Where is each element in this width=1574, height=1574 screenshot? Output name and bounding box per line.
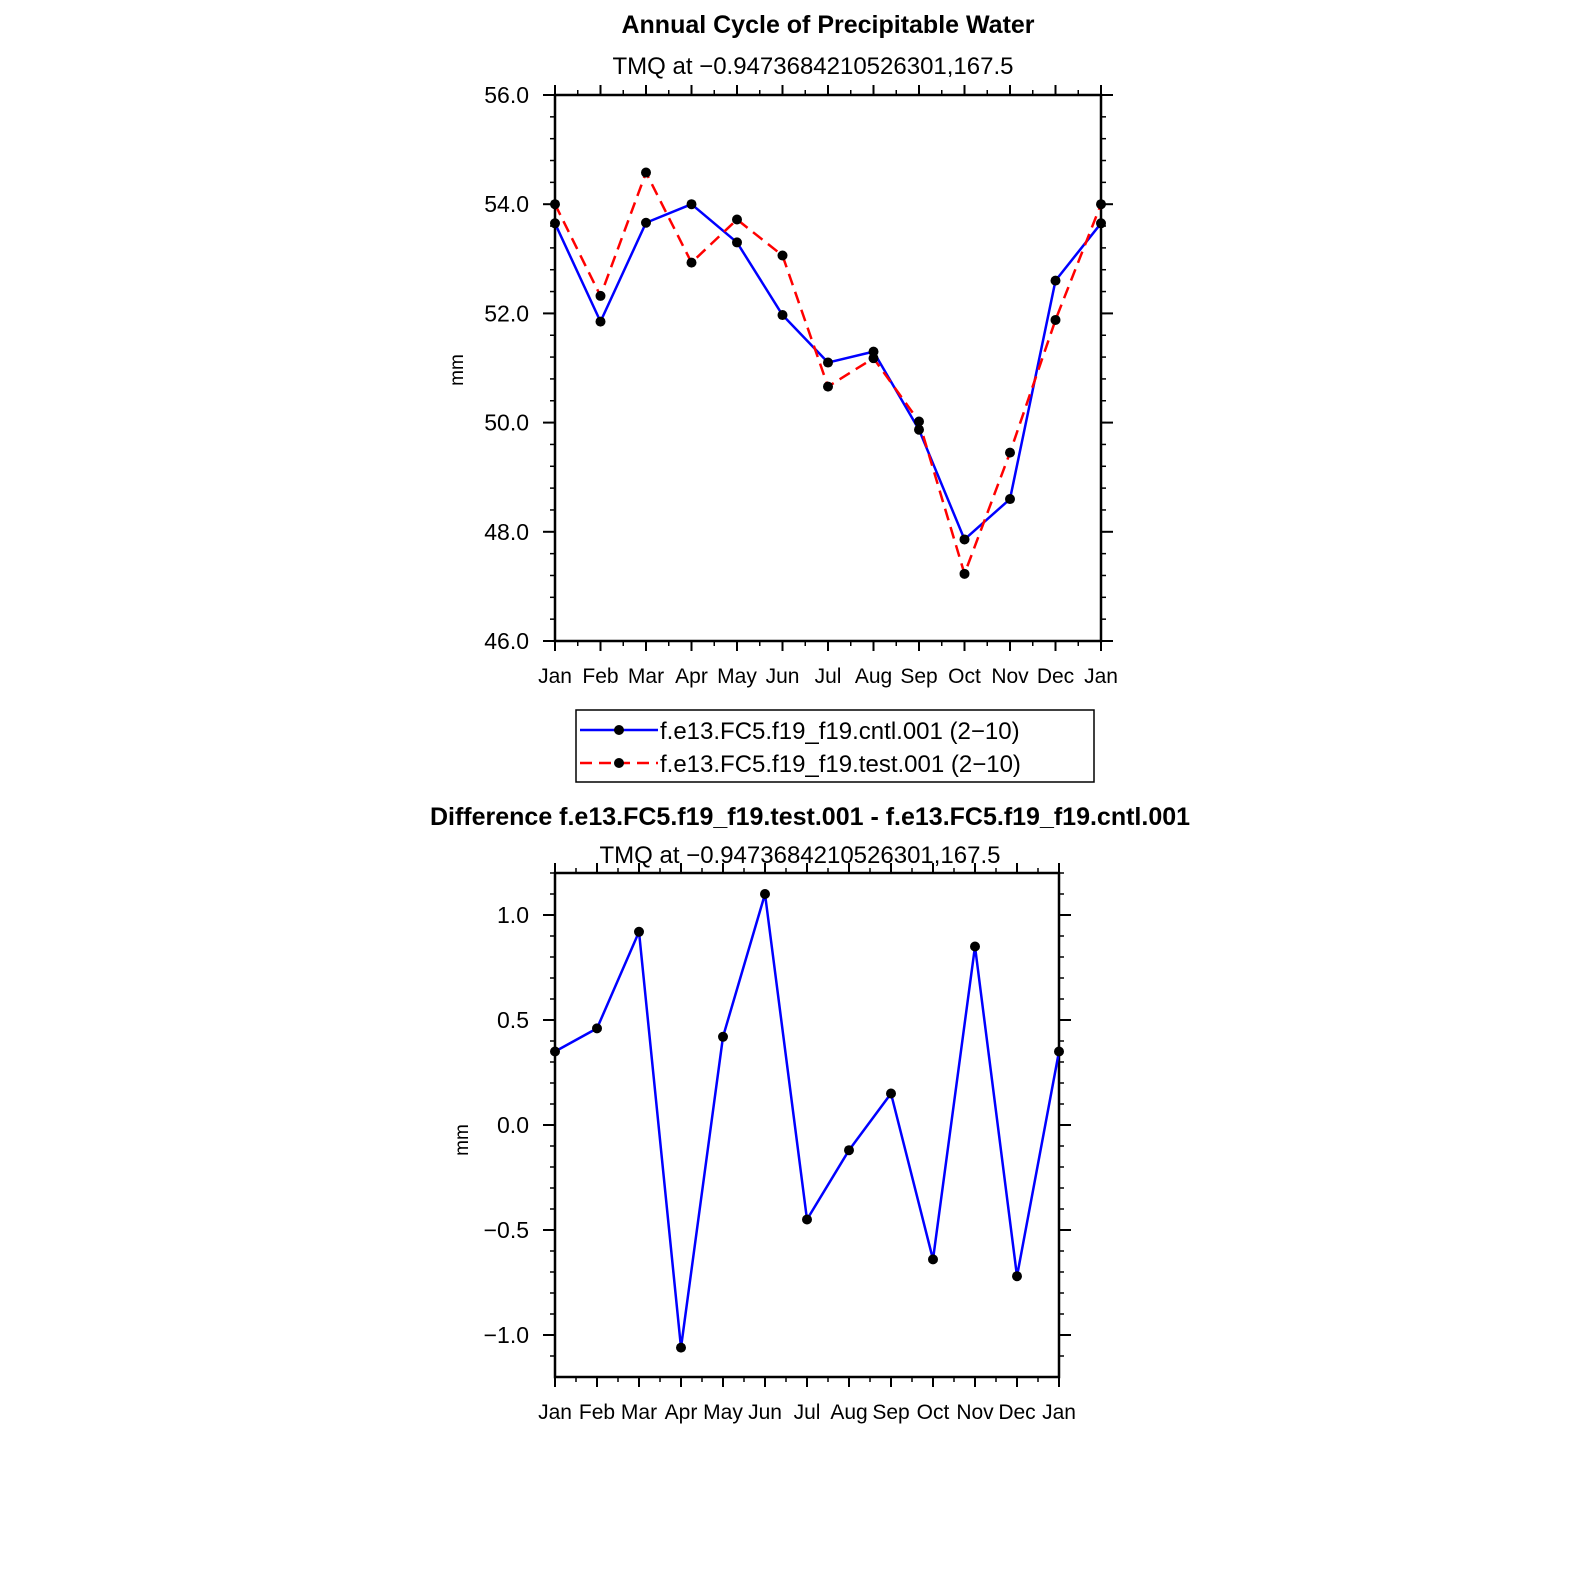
x-tick-label: Nov [991, 665, 1029, 688]
x-tick-label: Feb [582, 665, 618, 688]
series-1-point [595, 290, 606, 301]
x-tick-label: Dec [1037, 665, 1074, 688]
x-tick-label: Apr [675, 665, 708, 688]
chart1-title: Annual Cycle of Precipitable Water [621, 11, 1034, 39]
x-tick-label: Oct [948, 665, 981, 688]
series-0-point [777, 310, 788, 321]
chart2-subtitle: TMQ at −0.9473684210526301,167.5 [600, 842, 1001, 869]
legend-cntl-marker [614, 725, 624, 735]
legend-cntl-label: f.e13.FC5.f19_f19.cntl.001 (2−10) [660, 718, 1020, 745]
series-0-point [676, 1342, 686, 1353]
series-1-point [641, 167, 651, 178]
series-1-point [914, 416, 924, 427]
x-tick-label: May [703, 1401, 743, 1424]
y-tick-label: 1.0 [497, 902, 529, 928]
chart2-series [550, 889, 1064, 1353]
series-0-point [634, 926, 644, 937]
series-1-point [1050, 314, 1061, 325]
x-tick-label: Jan [538, 665, 572, 688]
x-tick-label: Dec [998, 1401, 1035, 1424]
y-tick-label: 46.0 [484, 628, 529, 654]
y-tick-label: 56.0 [484, 82, 529, 108]
series-1-point [823, 381, 833, 392]
chart1-subtitle: TMQ at −0.9473684210526301,167.5 [613, 53, 1014, 80]
x-tick-label: Feb [579, 1401, 615, 1424]
x-tick-label: May [717, 665, 757, 688]
series-0-point [760, 889, 770, 899]
x-tick-label: Jun [748, 1401, 782, 1424]
series-0-point [823, 357, 833, 368]
series-0-point [550, 218, 560, 229]
annual-cycle-chart: Annual Cycle of Precipitable Water TMQ a… [447, 11, 1118, 783]
series-1-point [550, 199, 560, 210]
legend-test-label: f.e13.FC5.f19_f19.test.001 (2−10) [660, 751, 1021, 778]
x-tick-label: Sep [872, 1401, 909, 1424]
series-0-point [592, 1023, 602, 1034]
series-0-point [550, 1046, 560, 1057]
legend-box [575, 709, 1095, 783]
chart2-ylabel: mm [452, 1124, 473, 1156]
series-0-point [844, 1145, 854, 1156]
series-0-line [553, 202, 1102, 541]
series-0-point [928, 1254, 938, 1265]
series-0-point [914, 424, 924, 435]
x-tick-label: Apr [665, 1401, 698, 1424]
series-0-point [641, 217, 651, 228]
series-0-line [554, 892, 1061, 1349]
legend-test-marker [614, 758, 624, 768]
series-0-point [1005, 494, 1015, 505]
x-tick-label: Sep [900, 665, 937, 688]
x-tick-label: Jul [815, 665, 842, 688]
x-tick-label: Nov [956, 1401, 994, 1424]
series-0-point [595, 316, 606, 327]
series-0-point [1096, 218, 1106, 229]
series-0-point [1012, 1271, 1022, 1282]
x-tick-label: Oct [917, 1401, 950, 1424]
series-0-point [886, 1088, 896, 1099]
y-tick-label: 54.0 [484, 191, 529, 217]
chart1-plot-frame [553, 93, 1103, 643]
x-tick-label: Jan [1042, 1401, 1076, 1424]
x-tick-label: Aug [855, 665, 892, 688]
x-tick-label: Jan [1084, 665, 1118, 688]
series-1-point [1096, 199, 1106, 210]
series-0-point [802, 1214, 812, 1225]
x-tick-label: Mar [621, 1401, 657, 1424]
x-tick-label: Jul [794, 1401, 821, 1424]
series-0-point [970, 941, 980, 952]
chart1-legend: f.e13.FC5.f19_f19.cntl.001 (2−10) f.e13.… [575, 709, 1095, 783]
series-0-point [686, 199, 697, 210]
x-tick-label: Aug [830, 1401, 867, 1424]
y-tick-label: −0.5 [484, 1217, 529, 1243]
chart1-axes: Jan Feb Mar Apr May Jun Jul Aug Sep Oct Nov Dec Jan 5… [484, 82, 1118, 688]
y-tick-label: 50.0 [484, 410, 529, 436]
series-0-point [1050, 275, 1061, 286]
series-1-point [686, 257, 697, 268]
x-tick-label: Mar [628, 665, 664, 688]
difference-chart: Difference f.e13.FC5.f19_f19.test.001 - … [430, 803, 1190, 1424]
y-tick-label: 0.5 [497, 1007, 529, 1033]
chart1-series [550, 167, 1106, 579]
chart2-axes: Jan Feb Mar Apr May Jun Jul Aug Sep Oct Nov Dec Jan 1… [484, 863, 1076, 1424]
series-0-point [718, 1031, 728, 1042]
series-0-point [1054, 1046, 1064, 1057]
chart2-title: Difference f.e13.FC5.f19_f19.test.001 - … [430, 803, 1190, 831]
x-tick-label: Jan [538, 1401, 572, 1424]
series-1-point [868, 353, 879, 364]
y-tick-label: −1.0 [484, 1322, 529, 1348]
series-1-point [732, 214, 742, 225]
series-1-point [1005, 447, 1015, 458]
series-1-point [777, 250, 788, 261]
series-0-point [959, 534, 970, 545]
series-1-point [959, 568, 970, 579]
x-tick-label: Jun [766, 665, 800, 688]
y-tick-label: 48.0 [484, 519, 529, 545]
series-0-point [732, 237, 742, 248]
y-tick-label: 52.0 [484, 300, 529, 326]
series-1-line [553, 171, 1103, 576]
chart1-ylabel: mm [447, 354, 468, 386]
y-tick-label: 0.0 [497, 1112, 529, 1138]
